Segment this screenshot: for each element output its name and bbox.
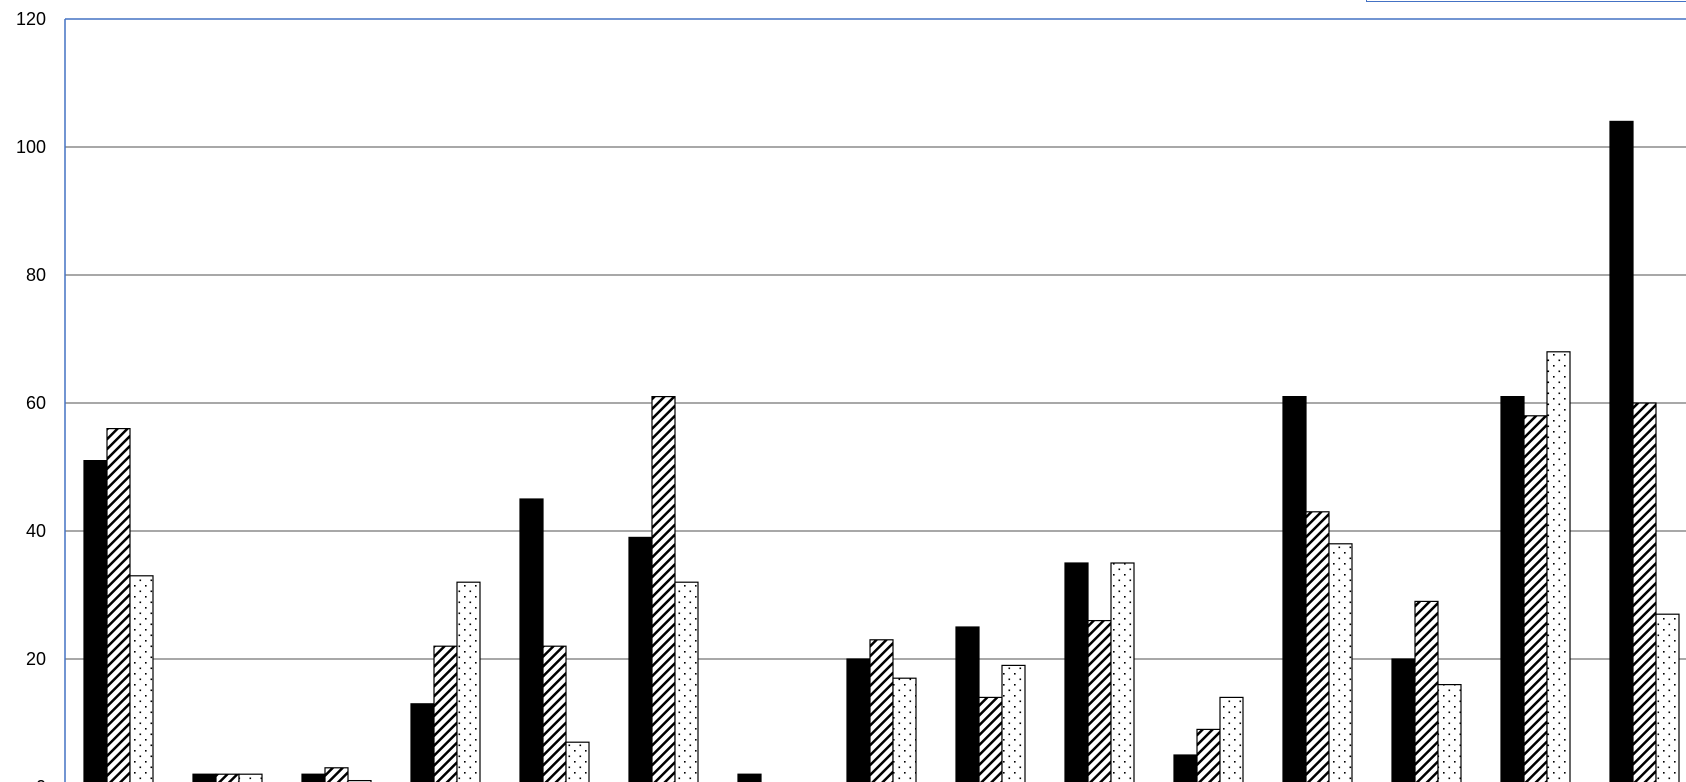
bar-series-3 (456, 581, 481, 782)
bar-series-3 (892, 677, 917, 782)
bar-series-1 (301, 773, 326, 782)
bar-series-3 (1110, 562, 1135, 782)
bar-series-3 (565, 741, 590, 782)
y-tick-label: 40 (26, 521, 46, 541)
y-tick-label: 100 (16, 137, 46, 157)
legend-box (1366, 0, 1686, 2)
bar-series-3 (238, 773, 263, 782)
bar-series-3 (674, 581, 699, 782)
bar-series-3 (129, 575, 154, 782)
y-tick-label: 0 (36, 777, 46, 782)
bars (83, 120, 1680, 782)
bar-series-2 (1305, 511, 1330, 782)
y-axis: 0 20 40 60 80 100 120 (16, 9, 66, 782)
bar-series-2 (1414, 600, 1439, 782)
y-tick-label: 60 (26, 393, 46, 413)
bar-series-3 (1328, 543, 1353, 782)
bar-series-3 (1219, 696, 1244, 782)
bar-series-1 (83, 460, 108, 782)
bar-series-2 (1196, 728, 1221, 782)
bar-series-1 (519, 498, 544, 782)
bar-series-3 (1655, 613, 1680, 782)
bar-series-2 (1523, 415, 1548, 782)
y-tick-label: 20 (26, 649, 46, 669)
bar-series-3 (1001, 664, 1026, 782)
bar-series-1 (1609, 120, 1634, 782)
bar-series-1 (1064, 562, 1089, 782)
bar-series-1 (1500, 396, 1525, 782)
bar-series-2 (324, 767, 349, 782)
bar-series-3 (347, 779, 372, 782)
bar-series-1 (628, 536, 653, 782)
bar-series-1 (1282, 396, 1307, 782)
bar-series-1 (1391, 658, 1416, 782)
bar-series-2 (1087, 619, 1112, 782)
bar-series-2 (1632, 402, 1657, 782)
bar-series-3 (1546, 351, 1571, 782)
bar-series-3 (1437, 683, 1462, 782)
y-tick-label: 120 (16, 9, 46, 29)
bar-series-2 (542, 645, 567, 782)
bar-series-1 (955, 626, 980, 782)
bar-series-2 (106, 428, 131, 782)
bar-series-1 (410, 703, 435, 782)
bar-series-1 (737, 773, 762, 782)
bar-series-1 (846, 658, 871, 782)
y-tick-label: 80 (26, 265, 46, 285)
bar-series-1 (1173, 754, 1198, 782)
bar-series-2 (978, 696, 1003, 782)
bar-series-2 (869, 639, 894, 782)
bar-series-1 (192, 773, 217, 782)
bar-series-2 (651, 396, 676, 782)
bar-series-2 (433, 645, 458, 782)
bar-series-2 (215, 773, 240, 782)
